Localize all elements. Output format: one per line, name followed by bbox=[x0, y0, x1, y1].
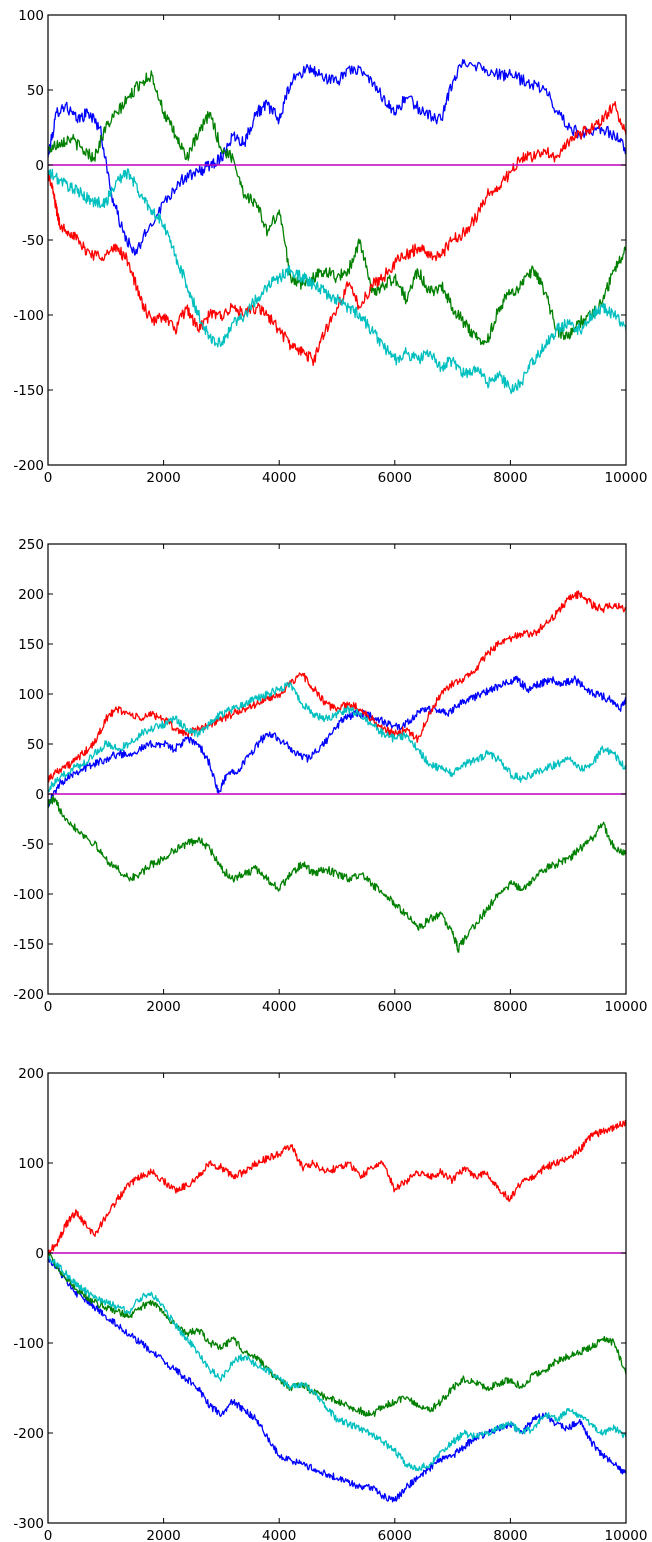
x-tick-label: 4000 bbox=[262, 999, 296, 1015]
x-tick-label: 2000 bbox=[146, 999, 180, 1015]
x-tick-label: 10000 bbox=[605, 470, 648, 486]
x-tick-label: 0 bbox=[44, 470, 53, 486]
plot-frame bbox=[47, 543, 627, 995]
y-tick-label: 150 bbox=[18, 637, 44, 653]
y-tick-label: 0 bbox=[35, 158, 44, 174]
x-tick-label: 10000 bbox=[605, 1528, 648, 1542]
y-tick-label: -100 bbox=[13, 887, 44, 903]
series-line-4 bbox=[48, 1255, 626, 1472]
y-tick-label: -200 bbox=[13, 1426, 44, 1442]
y-tick-label: 100 bbox=[18, 8, 44, 24]
x-tick-label: 2000 bbox=[146, 1528, 180, 1542]
series-line-3 bbox=[48, 101, 626, 367]
x-tick-label: 10000 bbox=[605, 999, 648, 1015]
series-group bbox=[48, 1119, 626, 1503]
x-tick-label: 6000 bbox=[378, 999, 412, 1015]
y-tick-label: -150 bbox=[13, 937, 44, 953]
y-tick-label: 0 bbox=[35, 1246, 44, 1262]
series-line-2 bbox=[48, 1257, 626, 1503]
y-tick-label: 0 bbox=[35, 787, 44, 803]
chart-panel-3: 0 2000 4000 6000 8000 10000 -300 -200 -100 0 100 20… bbox=[13, 1066, 647, 1542]
y-tick-label: 250 bbox=[18, 537, 44, 553]
x-tick-label: 0 bbox=[44, 1528, 53, 1542]
x-tick-label: 4000 bbox=[262, 470, 296, 486]
x-tick-label: 6000 bbox=[378, 470, 412, 486]
y-tick-label: -200 bbox=[13, 458, 44, 474]
series-line-1 bbox=[48, 675, 626, 808]
series-line-1 bbox=[48, 58, 626, 256]
series-group bbox=[48, 590, 626, 953]
x-tick-label: 0 bbox=[44, 999, 53, 1015]
y-tick-label: 200 bbox=[18, 1066, 44, 1082]
x-tick-label: 2000 bbox=[146, 470, 180, 486]
y-tick-label: -300 bbox=[13, 1516, 44, 1532]
x-tick-label: 8000 bbox=[493, 470, 527, 486]
y-tick-label: -150 bbox=[13, 383, 44, 399]
series-line-2 bbox=[48, 795, 626, 953]
chart-panel-1: 0 2000 4000 6000 8000 10000 -200 -150 -100 -50 0 50… bbox=[13, 8, 647, 486]
y-tick-label: -50 bbox=[22, 837, 44, 853]
series-line-1 bbox=[48, 1119, 626, 1255]
y-tick-label: 100 bbox=[18, 687, 44, 703]
series-line-3 bbox=[48, 1252, 626, 1417]
series-line-2 bbox=[48, 70, 626, 346]
y-tick-label: 50 bbox=[27, 83, 44, 99]
y-tick-label: -100 bbox=[13, 1336, 44, 1352]
y-tick-label: -200 bbox=[13, 987, 44, 1003]
series-group bbox=[48, 58, 626, 395]
y-tick-label: 50 bbox=[27, 737, 44, 753]
y-tick-label: 100 bbox=[18, 1156, 44, 1172]
chart-panel-2: 0 2000 4000 6000 8000 10000 -200 -150 -100 -50 0 50… bbox=[13, 537, 647, 1015]
y-tick-label: -100 bbox=[13, 308, 44, 324]
y-tick-label: -50 bbox=[22, 233, 44, 249]
series-line-4 bbox=[48, 168, 626, 395]
series-line-4 bbox=[48, 681, 626, 793]
x-tick-label: 8000 bbox=[493, 999, 527, 1015]
series-line-3 bbox=[48, 590, 626, 783]
x-tick-label: 6000 bbox=[378, 1528, 412, 1542]
y-tick-label: 200 bbox=[18, 587, 44, 603]
x-tick-label: 8000 bbox=[493, 1528, 527, 1542]
x-tick-label: 4000 bbox=[262, 1528, 296, 1542]
plot-frame bbox=[47, 1072, 627, 1524]
